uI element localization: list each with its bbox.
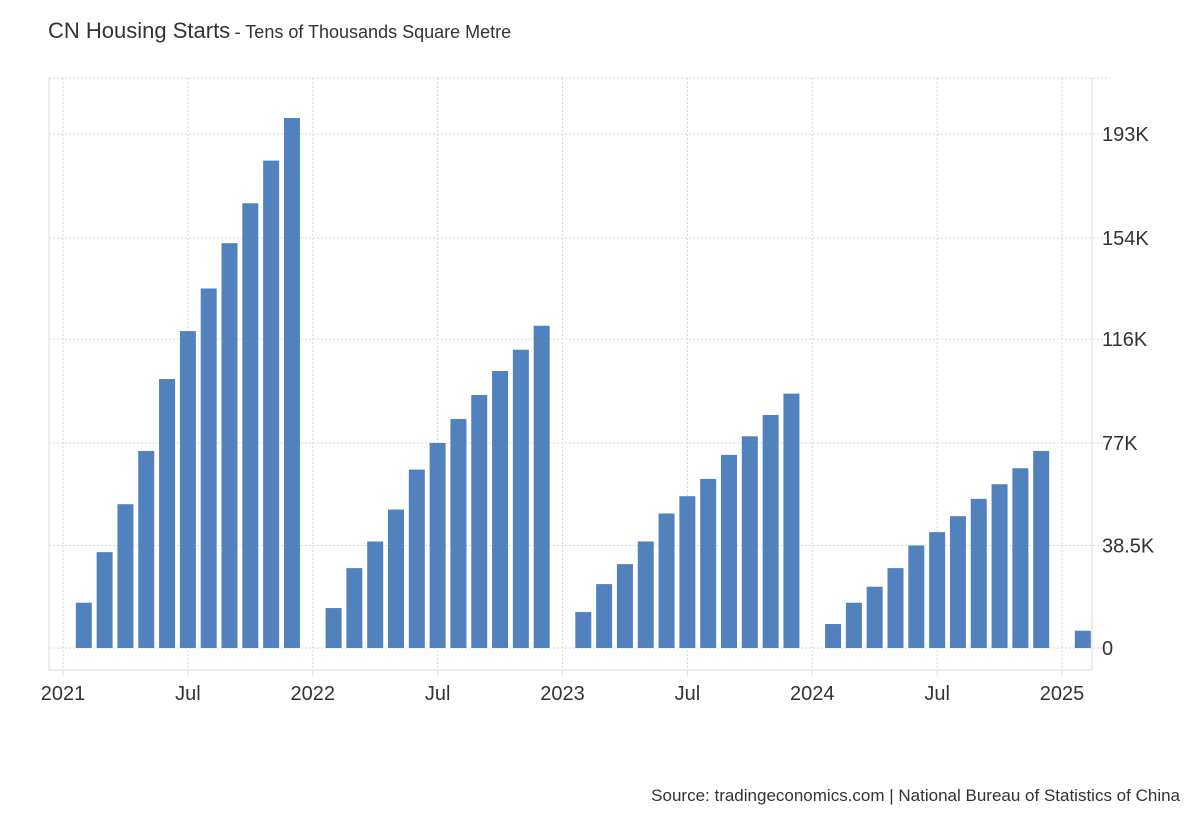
bar <box>783 393 800 648</box>
bar <box>845 602 862 648</box>
bar <box>575 612 592 648</box>
bar <box>325 608 342 648</box>
bar <box>200 288 217 648</box>
bars <box>75 118 1091 648</box>
bar <box>741 436 758 648</box>
x-tick-labels: 2021 Jul 2022 Jul 2023 Jul 2024 Jul 2025 <box>41 683 1085 705</box>
bar-chart: 0 38.5K 77K 116K 154K 193K 2021 Jul 2022 Jul 2023… <box>41 77 1155 705</box>
bar <box>721 454 737 648</box>
bar <box>471 394 488 648</box>
bar <box>658 513 675 648</box>
bar <box>762 414 779 648</box>
chart-title-main: CN Housing Starts <box>48 18 231 43</box>
bar <box>429 442 446 648</box>
bar <box>117 504 134 648</box>
y-tick-label: 116K <box>1102 329 1148 351</box>
bar <box>283 118 300 648</box>
bar <box>492 371 509 648</box>
bar <box>346 568 363 648</box>
y-tick-label: 0 <box>1102 638 1113 660</box>
chart-title: CN Housing Starts - Tens of Thousands Sq… <box>48 18 511 44</box>
bar <box>1012 468 1029 648</box>
bar <box>408 469 425 648</box>
bar <box>159 379 176 648</box>
bar <box>263 160 280 648</box>
bar <box>1074 630 1091 648</box>
bar <box>596 584 613 648</box>
bar <box>75 602 92 648</box>
y-tick-label: 193K <box>1102 124 1149 146</box>
bar <box>179 331 196 648</box>
bar <box>138 450 155 648</box>
x-tick-label: Jul <box>175 683 201 705</box>
chart-subtitle: - Tens of Thousands Square Metre <box>234 22 512 42</box>
bar <box>700 478 717 648</box>
bar <box>825 624 842 648</box>
bar <box>512 349 529 648</box>
x-tick-label: 2024 <box>790 683 835 705</box>
bar <box>1033 450 1050 648</box>
bar <box>533 325 550 648</box>
y-tick-label: 154K <box>1102 228 1149 250</box>
x-tick-label: 2021 <box>41 683 86 705</box>
bar <box>929 532 946 648</box>
y-tick-labels: 0 38.5K 77K 116K 154K 193K <box>1102 124 1155 660</box>
bar <box>991 484 1008 648</box>
x-tick-label: 2025 <box>1040 683 1085 705</box>
bar <box>887 568 904 648</box>
bar <box>637 541 654 648</box>
x-tick-label: Jul <box>425 683 451 705</box>
y-tick-label: 38.5K <box>1102 535 1155 557</box>
source-note: Source: tradingeconomics.com | National … <box>651 786 1180 805</box>
x-tick-label: Jul <box>924 683 950 705</box>
bar <box>970 498 987 648</box>
bar <box>866 586 883 648</box>
bar <box>242 203 259 648</box>
x-tick-label: Jul <box>675 683 701 705</box>
axes <box>48 78 1093 676</box>
y-tick-label: 77K <box>1102 433 1138 455</box>
bar <box>388 509 404 648</box>
bar <box>221 243 238 648</box>
bar <box>949 516 966 648</box>
bar <box>450 418 467 648</box>
x-tick-label: 2022 <box>291 683 336 705</box>
bar <box>616 564 633 648</box>
x-tick-label: 2023 <box>540 683 585 705</box>
bar <box>96 552 113 648</box>
bar <box>908 545 925 648</box>
bar <box>367 541 384 648</box>
bar <box>679 496 696 648</box>
